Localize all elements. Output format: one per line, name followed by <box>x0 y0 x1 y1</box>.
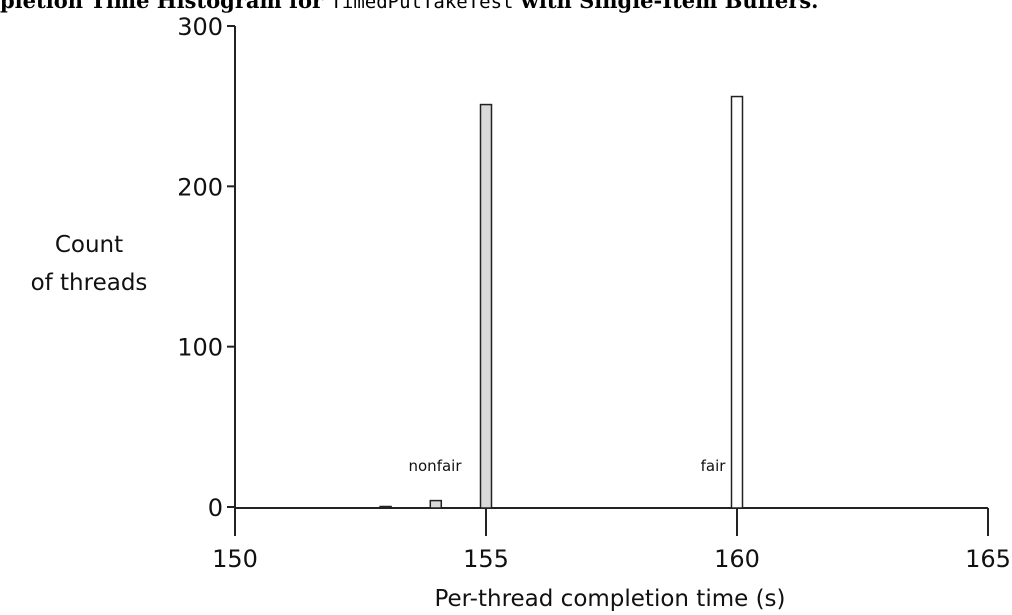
x-tick-label: 160 <box>714 545 760 573</box>
y-axis-label-line-1: Count <box>55 232 123 258</box>
chart-title: pletion Time Histogram for TimedPutTakeT… <box>0 0 1012 13</box>
x-tick-label: 155 <box>463 545 509 573</box>
series-label-nonfair: nonfair <box>409 457 463 475</box>
x-axis: 150 155 160 165 <box>212 507 1011 573</box>
chart-title-prefix: pletion Time Histogram for <box>0 0 331 13</box>
bar-nonfair <box>479 103 493 509</box>
y-tick-label: 0 <box>208 494 223 522</box>
chart-title-code: TimedPutTakeTest <box>330 0 514 13</box>
y-axis-label-line-2: of threads <box>31 270 148 296</box>
x-tick-label: 150 <box>212 545 258 573</box>
x-axis-label: Per-thread completion time (s) <box>434 586 785 612</box>
bar-fair <box>730 95 744 509</box>
x-tick-label: 165 <box>965 545 1011 573</box>
chart-title-suffix: with Single-Item Buffers. <box>513 0 819 13</box>
y-axis: 0 100 200 300 <box>177 13 236 522</box>
y-tick-label: 200 <box>177 173 223 201</box>
y-tick-label: 300 <box>177 13 223 41</box>
y-tick-label: 100 <box>177 334 223 362</box>
series-label-fair: fair <box>701 457 727 475</box>
bars <box>379 95 744 509</box>
bar-nonfair <box>379 505 392 509</box>
bar-nonfair <box>429 499 443 509</box>
